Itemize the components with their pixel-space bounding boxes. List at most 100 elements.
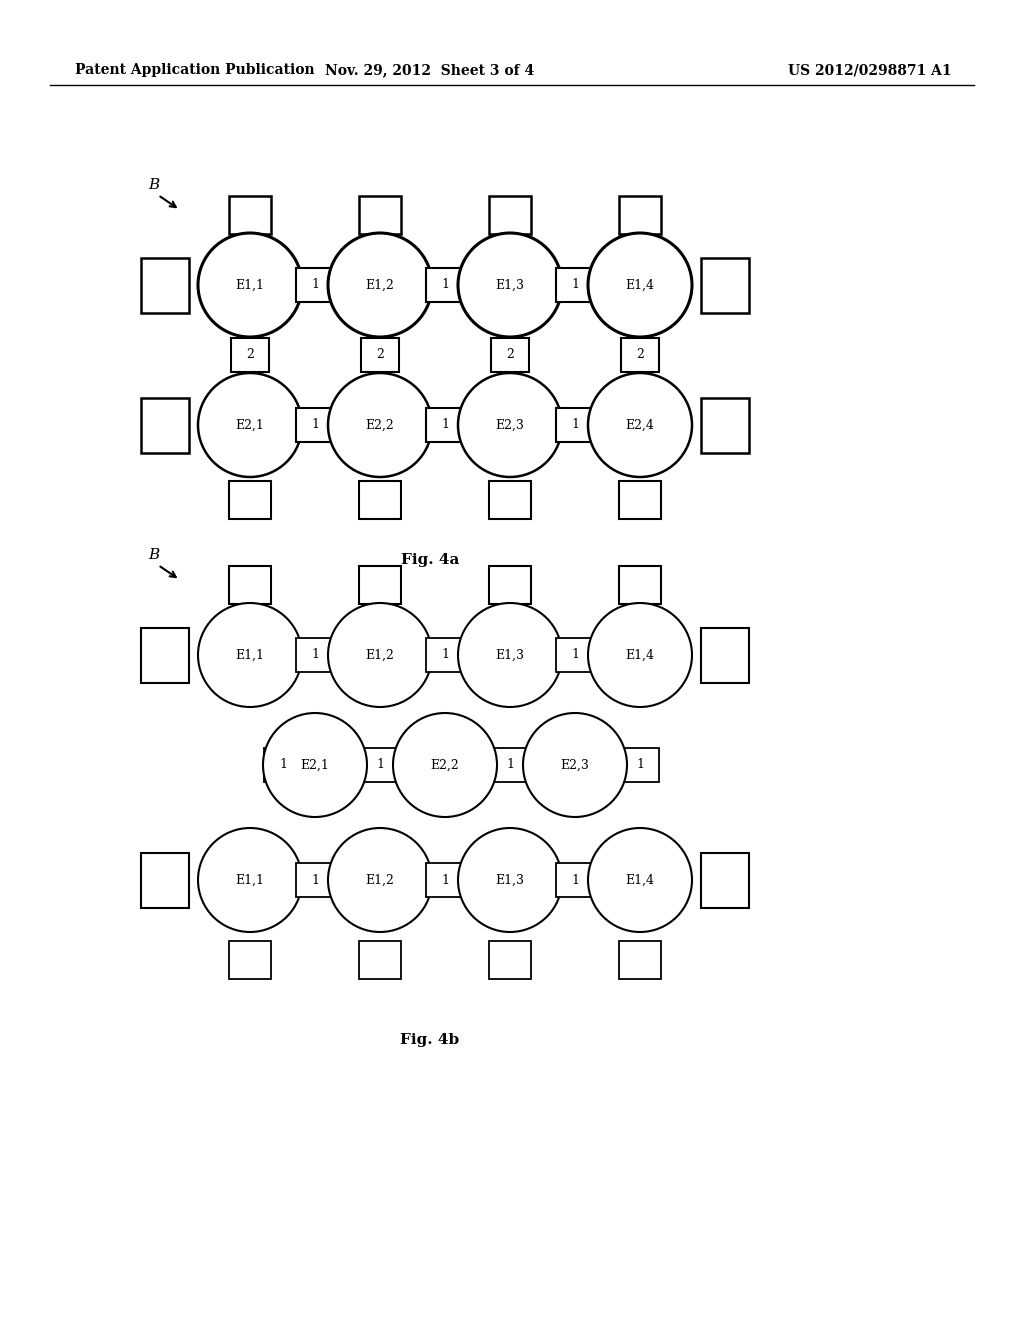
FancyBboxPatch shape (296, 408, 334, 442)
Text: B: B (148, 178, 160, 191)
Text: 1: 1 (376, 759, 384, 771)
FancyBboxPatch shape (359, 195, 401, 234)
FancyBboxPatch shape (361, 338, 399, 372)
Text: Fig. 4b: Fig. 4b (400, 1034, 460, 1047)
Text: E1,2: E1,2 (366, 874, 394, 887)
Text: 1: 1 (571, 648, 579, 661)
Circle shape (458, 603, 562, 708)
Circle shape (458, 234, 562, 337)
FancyBboxPatch shape (701, 397, 749, 453)
FancyBboxPatch shape (490, 748, 529, 781)
FancyBboxPatch shape (556, 408, 594, 442)
FancyBboxPatch shape (701, 627, 749, 682)
FancyBboxPatch shape (359, 566, 401, 605)
Circle shape (198, 828, 302, 932)
Text: 1: 1 (311, 279, 319, 292)
FancyBboxPatch shape (618, 195, 662, 234)
Circle shape (328, 828, 432, 932)
Circle shape (263, 713, 367, 817)
Text: B: B (148, 548, 160, 562)
Text: E1,3: E1,3 (496, 874, 524, 887)
FancyBboxPatch shape (229, 195, 271, 234)
FancyBboxPatch shape (229, 941, 271, 979)
FancyBboxPatch shape (489, 480, 531, 519)
Circle shape (328, 603, 432, 708)
Text: E1,2: E1,2 (366, 279, 394, 292)
FancyBboxPatch shape (701, 257, 749, 313)
Text: E2,1: E2,1 (301, 759, 330, 771)
Text: Nov. 29, 2012  Sheet 3 of 4: Nov. 29, 2012 Sheet 3 of 4 (326, 63, 535, 77)
Text: 1: 1 (441, 418, 449, 432)
Text: US 2012/0298871 A1: US 2012/0298871 A1 (788, 63, 952, 77)
Text: E1,4: E1,4 (626, 279, 654, 292)
FancyBboxPatch shape (489, 195, 531, 234)
FancyBboxPatch shape (426, 408, 464, 442)
Circle shape (458, 374, 562, 477)
FancyBboxPatch shape (296, 863, 334, 898)
Text: 1: 1 (279, 759, 287, 771)
FancyBboxPatch shape (426, 863, 464, 898)
Text: E2,3: E2,3 (560, 759, 590, 771)
FancyBboxPatch shape (621, 338, 659, 372)
FancyBboxPatch shape (229, 480, 271, 519)
Text: 1: 1 (571, 874, 579, 887)
Text: Patent Application Publication: Patent Application Publication (75, 63, 314, 77)
FancyBboxPatch shape (426, 638, 464, 672)
Text: E1,1: E1,1 (236, 279, 264, 292)
FancyBboxPatch shape (490, 338, 529, 372)
FancyBboxPatch shape (556, 638, 594, 672)
Text: 1: 1 (311, 874, 319, 887)
FancyBboxPatch shape (618, 941, 662, 979)
FancyBboxPatch shape (296, 638, 334, 672)
FancyBboxPatch shape (621, 748, 659, 781)
Circle shape (588, 374, 692, 477)
Text: 1: 1 (571, 418, 579, 432)
Text: 2: 2 (636, 348, 644, 362)
FancyBboxPatch shape (141, 397, 189, 453)
FancyBboxPatch shape (359, 480, 401, 519)
Circle shape (588, 234, 692, 337)
FancyBboxPatch shape (296, 268, 334, 302)
Circle shape (328, 374, 432, 477)
FancyBboxPatch shape (556, 863, 594, 898)
Text: E1,3: E1,3 (496, 279, 524, 292)
Text: Fig. 4a: Fig. 4a (400, 553, 459, 568)
Text: E1,2: E1,2 (366, 648, 394, 661)
Circle shape (198, 234, 302, 337)
FancyBboxPatch shape (141, 257, 189, 313)
FancyBboxPatch shape (618, 480, 662, 519)
FancyBboxPatch shape (141, 853, 189, 908)
Circle shape (588, 828, 692, 932)
FancyBboxPatch shape (264, 748, 302, 781)
Text: E1,1: E1,1 (236, 648, 264, 661)
Text: E2,2: E2,2 (366, 418, 394, 432)
Circle shape (458, 828, 562, 932)
Text: E2,2: E2,2 (431, 759, 460, 771)
Text: 1: 1 (506, 759, 514, 771)
FancyBboxPatch shape (426, 268, 464, 302)
Text: 1: 1 (441, 648, 449, 661)
FancyBboxPatch shape (701, 853, 749, 908)
Text: E2,4: E2,4 (626, 418, 654, 432)
Text: 2: 2 (506, 348, 514, 362)
Text: 2: 2 (246, 348, 254, 362)
Circle shape (393, 713, 497, 817)
Text: 1: 1 (311, 418, 319, 432)
Text: 1: 1 (441, 874, 449, 887)
Text: 2: 2 (376, 348, 384, 362)
Text: 1: 1 (571, 279, 579, 292)
FancyBboxPatch shape (361, 748, 399, 781)
Text: E2,3: E2,3 (496, 418, 524, 432)
Text: 1: 1 (441, 279, 449, 292)
FancyBboxPatch shape (141, 627, 189, 682)
Circle shape (198, 603, 302, 708)
Circle shape (523, 713, 627, 817)
Text: E1,4: E1,4 (626, 874, 654, 887)
FancyBboxPatch shape (229, 566, 271, 605)
Text: E1,3: E1,3 (496, 648, 524, 661)
FancyBboxPatch shape (618, 566, 662, 605)
Text: 1: 1 (636, 759, 644, 771)
Text: E1,4: E1,4 (626, 648, 654, 661)
Text: E1,1: E1,1 (236, 874, 264, 887)
FancyBboxPatch shape (556, 268, 594, 302)
